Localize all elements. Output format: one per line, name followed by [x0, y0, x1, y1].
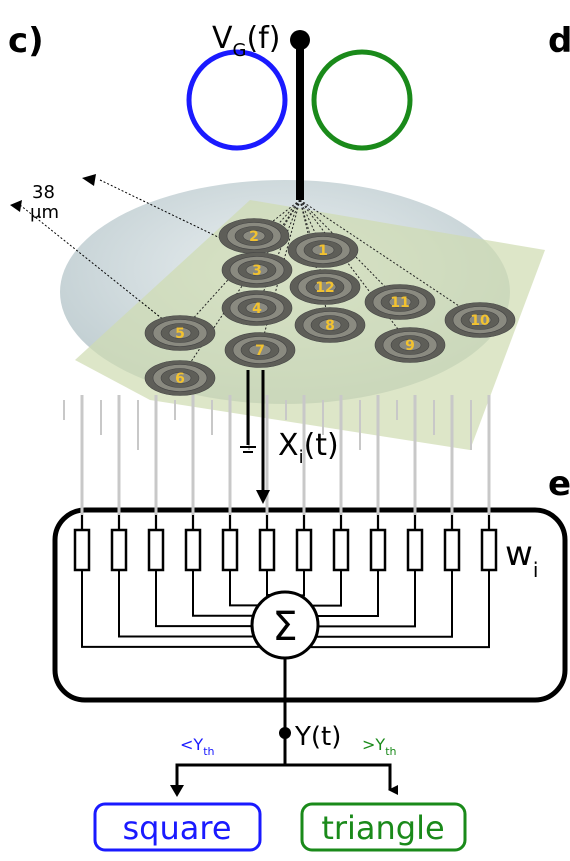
output-node	[279, 727, 291, 739]
sum-wire	[285, 570, 490, 649]
resistor	[73, 528, 91, 572]
arrowhead	[82, 174, 96, 186]
threshold-sub: th	[385, 745, 396, 758]
electrode	[318, 319, 342, 331]
grating-blue	[186, 49, 288, 151]
electrode	[168, 372, 192, 384]
electrode	[245, 264, 269, 276]
resistor	[480, 528, 498, 572]
electrode-label: 4	[252, 301, 262, 317]
electrode	[313, 281, 337, 293]
sum-wire	[118, 570, 285, 638]
resistor	[184, 528, 202, 572]
gate-sub: G	[233, 40, 247, 61]
gate-label: VG(f)	[212, 21, 280, 61]
electrode-label: 12	[315, 280, 334, 296]
resistor	[443, 528, 461, 572]
scale-line	[19, 204, 171, 326]
scale-value: 38	[32, 182, 55, 203]
input-main: X	[278, 428, 299, 463]
cropped-label: e	[548, 464, 570, 504]
electrode	[248, 344, 272, 356]
output-label: Y(t)	[294, 722, 341, 752]
sum-wire	[155, 570, 285, 628]
electrode-label: 2	[249, 229, 259, 245]
gate-link	[299, 199, 481, 321]
gate-dot	[290, 30, 310, 50]
gate-link	[256, 199, 301, 309]
threshold-main: >Y	[362, 735, 385, 754]
electrode-label: 5	[175, 326, 185, 342]
gate-tail: (f)	[246, 21, 280, 56]
input-tail: (t)	[304, 428, 339, 463]
electrode-label: 10	[470, 313, 490, 329]
resistor	[295, 528, 313, 572]
electrode-label: 3	[252, 263, 262, 279]
electrode-label: 9	[405, 338, 415, 354]
threshold-sub: th	[203, 745, 214, 758]
sum-wire	[285, 570, 416, 628]
electrode	[311, 244, 335, 256]
resistor	[258, 528, 276, 572]
threshold-high: >Yth	[362, 735, 397, 758]
electrode	[468, 314, 492, 326]
sum-wire	[285, 570, 453, 638]
class-label: triangle	[321, 809, 444, 847]
electrode-label: 6	[175, 371, 185, 387]
arrowhead	[10, 200, 22, 212]
sum-node	[250, 590, 320, 660]
electrode-label: 11	[390, 295, 409, 311]
resistor	[221, 528, 239, 572]
arrowhead	[256, 490, 270, 504]
resistor	[406, 528, 424, 572]
class-box	[300, 802, 467, 852]
electrode	[388, 296, 412, 308]
class-box	[93, 802, 262, 852]
sum-symbol: Σ	[272, 604, 297, 650]
arrowhead	[170, 785, 184, 797]
electrode-label: 1	[318, 243, 328, 259]
electrode	[398, 339, 422, 351]
electrode	[245, 302, 269, 314]
scale-line	[99, 179, 246, 251]
threshold-main: <Y	[180, 735, 203, 754]
electrode-label: 7	[255, 343, 265, 359]
resistor	[110, 528, 128, 572]
grating-green	[311, 49, 413, 151]
weight-sub: i	[533, 558, 539, 582]
threshold-low: <Yth	[180, 735, 215, 758]
branch	[175, 763, 398, 795]
electrode-label: 8	[325, 318, 335, 334]
sum-wire	[81, 570, 285, 648]
panel-label: c)	[8, 21, 44, 61]
input-label: Xi(t)	[278, 428, 339, 468]
class-label: square	[122, 809, 231, 847]
electrode	[168, 327, 192, 339]
weight-label: wi	[505, 534, 538, 582]
weight-main: w	[505, 534, 533, 574]
electrode	[242, 230, 266, 242]
gate-main: V	[212, 21, 233, 56]
input-sub: i	[299, 447, 304, 468]
resistor	[147, 528, 165, 572]
resistor	[332, 528, 350, 572]
cropped-label: d	[548, 21, 570, 61]
scale-unit: μm	[30, 202, 59, 223]
resistor	[369, 528, 387, 572]
